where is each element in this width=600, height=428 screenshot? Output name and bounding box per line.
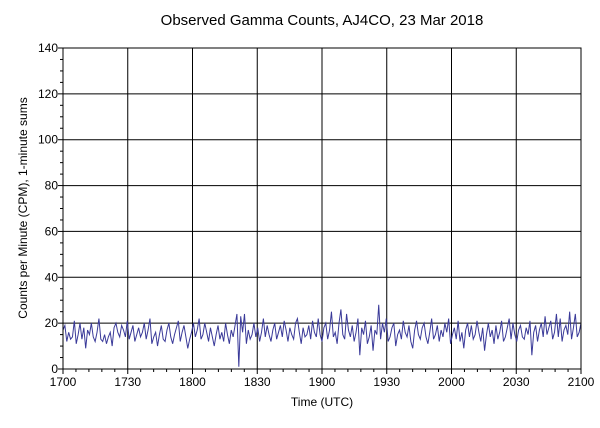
x-tick-label: 2030	[503, 375, 530, 389]
x-tick-label: 1830	[244, 375, 271, 389]
grid-lines	[63, 48, 581, 369]
y-axis-label: Counts per Minute (CPM), 1-minute sums	[16, 97, 30, 318]
y-tick-label: 20	[45, 316, 59, 330]
plot-frame	[62, 47, 582, 370]
x-tick-label: 1800	[179, 375, 206, 389]
y-tick-label: 80	[45, 179, 59, 193]
x-tick-labels: 1700 1730 1800 1830 1900 1930 2000 2030 2100	[50, 375, 595, 389]
x-axis-label: Time (UTC)	[291, 395, 353, 409]
y-tick-label: 0	[51, 362, 58, 376]
x-tick-label: 2000	[438, 375, 465, 389]
x-tick-label: 2100	[568, 375, 595, 389]
y-tick-labels: 0 20 40 60 80 100 120 140	[38, 41, 58, 376]
y-tick-label: 60	[45, 224, 59, 238]
y-tick-label: 120	[38, 87, 58, 101]
x-tick-label: 1700	[50, 375, 77, 389]
series-line	[62, 304, 582, 367]
y-tick-label: 100	[38, 133, 58, 147]
x-tick-label: 1900	[309, 375, 336, 389]
x-tick-label: 1730	[114, 375, 141, 389]
y-tick-label: 40	[45, 270, 59, 284]
y-tick-label: 140	[38, 41, 58, 55]
x-tick-label: 1930	[373, 375, 400, 389]
chart-title: Observed Gamma Counts, AJ4CO, 23 Mar 201…	[161, 12, 484, 29]
